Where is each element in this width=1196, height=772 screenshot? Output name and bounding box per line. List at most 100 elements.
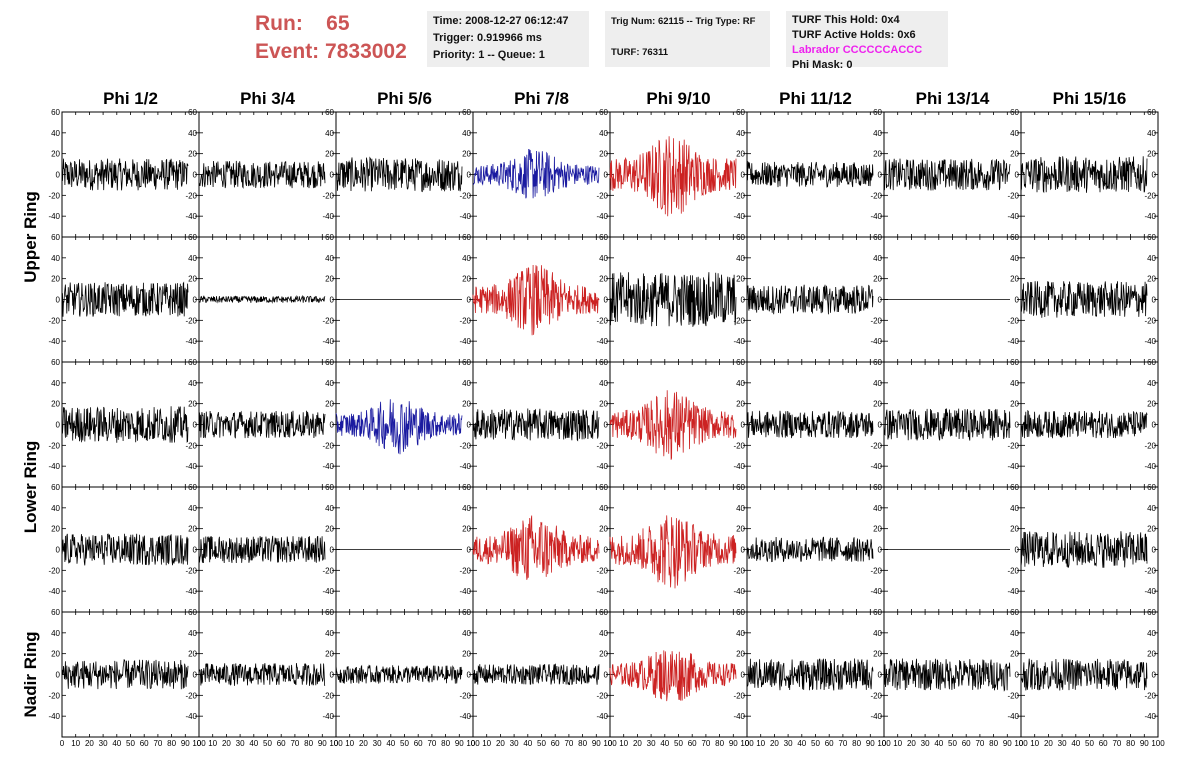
y-tick-label: -20 <box>596 691 608 700</box>
y-tick-label: -20 <box>1144 441 1156 450</box>
y-tick-label: 60 <box>1010 608 1019 617</box>
y-tick-label: -40 <box>1144 212 1156 221</box>
y-tick-label: 40 <box>188 629 197 638</box>
x-tick-label: 70 <box>153 739 162 748</box>
y-tick-label: -40 <box>733 462 745 471</box>
y-tick-label: -40 <box>870 462 882 471</box>
y-tick-label: 60 <box>1147 358 1156 367</box>
y-tick-label: -20 <box>459 566 471 575</box>
y-tick-label: 20 <box>1147 525 1156 534</box>
waveform-trace <box>472 264 600 336</box>
y-tick-label: 40 <box>736 379 745 388</box>
y-tick-label: -40 <box>185 462 197 471</box>
y-tick-label: -40 <box>185 337 197 346</box>
y-tick-label: 0 <box>56 421 61 430</box>
x-tick-label: 90 <box>592 739 601 748</box>
x-tick-label: 50 <box>674 739 683 748</box>
y-tick-label: 0 <box>193 171 198 180</box>
y-tick-label: 40 <box>599 379 608 388</box>
y-tick-label: 20 <box>599 650 608 659</box>
y-tick-label: 40 <box>462 129 471 138</box>
y-tick-label: 40 <box>736 254 745 263</box>
x-tick-label: 10 <box>345 739 354 748</box>
y-tick-label: 40 <box>1010 504 1019 513</box>
x-tick-label: 20 <box>496 739 505 748</box>
y-tick-label: -40 <box>1007 337 1019 346</box>
y-tick-label: 40 <box>325 129 334 138</box>
y-tick-label: 40 <box>1147 504 1156 513</box>
y-tick-label: 0 <box>604 671 609 680</box>
y-tick-label: 60 <box>462 108 471 117</box>
y-tick-label: 20 <box>599 275 608 284</box>
y-tick-label: 40 <box>1010 379 1019 388</box>
y-tick-label: 60 <box>51 608 60 617</box>
y-tick-label: 0 <box>878 546 883 555</box>
y-tick-label: 0 <box>467 546 472 555</box>
waveform-trace <box>746 658 874 691</box>
y-tick-label: 60 <box>51 108 60 117</box>
waveform-trace <box>1020 156 1148 194</box>
x-tick-label: 10 <box>893 739 902 748</box>
panel-frame <box>198 111 337 238</box>
y-tick-label: 0 <box>1152 546 1157 555</box>
x-tick-label: 20 <box>770 739 779 748</box>
waveform-trace <box>198 160 326 189</box>
y-tick-label: -40 <box>48 587 60 596</box>
x-tick-label: 30 <box>236 739 245 748</box>
y-tick-label: -40 <box>459 462 471 471</box>
x-tick-label: 60 <box>551 739 560 748</box>
x-tick-label: 40 <box>1071 739 1080 748</box>
y-tick-label: -20 <box>733 191 745 200</box>
y-tick-label: -20 <box>596 566 608 575</box>
y-tick-label: 20 <box>1147 150 1156 159</box>
y-tick-label: -40 <box>596 462 608 471</box>
x-tick-label: 60 <box>277 739 286 748</box>
y-tick-label: -40 <box>1144 587 1156 596</box>
x-tick-label: 100 <box>329 739 343 748</box>
x-tick-label: 90 <box>181 739 190 748</box>
waveform-trace <box>746 284 874 315</box>
y-tick-label: 40 <box>51 629 60 638</box>
y-tick-label: 0 <box>56 296 61 305</box>
x-tick-label: 30 <box>99 739 108 748</box>
y-tick-label: 40 <box>1010 129 1019 138</box>
y-tick-label: 0 <box>467 171 472 180</box>
y-tick-label: -40 <box>459 587 471 596</box>
y-tick-label: -20 <box>733 566 745 575</box>
y-tick-label: 20 <box>1010 275 1019 284</box>
y-tick-label: -40 <box>733 712 745 721</box>
y-tick-label: 40 <box>1010 254 1019 263</box>
y-tick-label: -40 <box>596 212 608 221</box>
x-tick-label: 0 <box>608 739 613 748</box>
x-tick-label: 100 <box>877 739 891 748</box>
waveform-trace <box>61 533 189 566</box>
y-tick-label: -40 <box>322 337 334 346</box>
y-tick-label: -40 <box>185 712 197 721</box>
y-tick-label: 60 <box>325 358 334 367</box>
y-tick-label: 0 <box>604 421 609 430</box>
x-tick-label: 10 <box>208 739 217 748</box>
x-tick-label: 70 <box>290 739 299 748</box>
y-tick-label: 20 <box>1010 525 1019 534</box>
y-tick-label: 0 <box>604 171 609 180</box>
y-tick-label: 20 <box>51 275 60 284</box>
x-tick-label: 10 <box>71 739 80 748</box>
y-tick-label: -20 <box>1144 566 1156 575</box>
y-tick-label: -20 <box>1007 316 1019 325</box>
waveform-trace <box>198 535 326 564</box>
y-tick-label: 20 <box>873 525 882 534</box>
y-tick-label: -20 <box>185 566 197 575</box>
y-tick-label: -40 <box>322 462 334 471</box>
waveform-trace <box>609 650 737 702</box>
y-tick-label: 60 <box>1147 233 1156 242</box>
y-tick-label: 60 <box>736 233 745 242</box>
y-tick-label: 40 <box>873 504 882 513</box>
y-tick-label: -20 <box>1007 191 1019 200</box>
y-tick-label: 60 <box>599 358 608 367</box>
y-tick-label: 40 <box>873 254 882 263</box>
y-tick-label: 0 <box>1015 671 1020 680</box>
x-tick-label: 40 <box>249 739 258 748</box>
x-tick-label: 70 <box>564 739 573 748</box>
y-tick-label: 20 <box>325 525 334 534</box>
waveform-trace <box>609 136 737 217</box>
